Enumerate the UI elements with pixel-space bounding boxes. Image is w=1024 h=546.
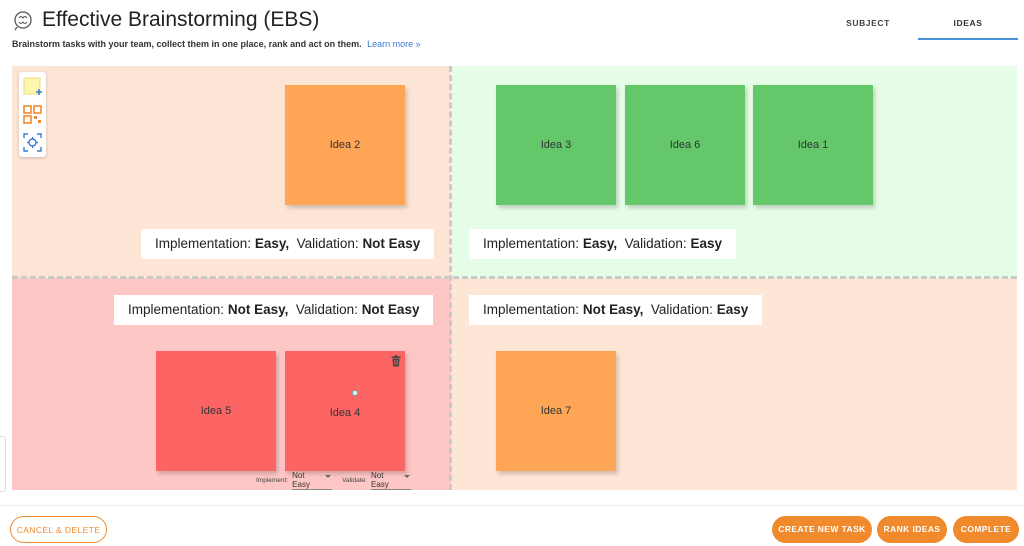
create-new-task-button[interactable]: CREATE NEW TASK xyxy=(772,516,872,543)
header: Effective Brainstorming (EBS) Brainstorm… xyxy=(0,0,1024,60)
validate-label: Validate: xyxy=(342,476,367,484)
footer: CANCEL & DELETE CREATE NEW TASK RANK IDE… xyxy=(0,505,1024,546)
board-toolbar xyxy=(19,72,46,157)
validate-select[interactable]: Not Easy xyxy=(370,471,411,490)
implement-select[interactable]: Not Easy xyxy=(292,471,333,490)
valid-value: Not Easy xyxy=(362,236,421,251)
valid-value: Not Easy xyxy=(361,302,420,317)
page-title: Effective Brainstorming (EBS) xyxy=(42,8,320,31)
impl-value: Not Easy, xyxy=(582,302,644,317)
ideas-board: Idea 2 Idea 3 Idea 6 Idea 1 Implementati… xyxy=(12,66,1017,490)
impl-value: Easy, xyxy=(254,236,290,251)
idea-note[interactable]: Idea 6 xyxy=(625,85,745,205)
valid-label: Validation: xyxy=(624,236,687,251)
valid-label: Validation: xyxy=(650,302,713,317)
learn-more-link[interactable]: Learn more » xyxy=(367,39,421,49)
tab-subject[interactable]: SUBJECT xyxy=(846,18,890,28)
focus-target-icon[interactable] xyxy=(22,132,43,153)
idea-note-selected[interactable]: Idea 4 xyxy=(285,351,405,471)
impl-value: Not Easy, xyxy=(227,302,289,317)
brain-icon xyxy=(12,10,34,32)
sticky-note-add-icon[interactable] xyxy=(22,76,43,97)
valid-value: Easy xyxy=(716,302,749,317)
idea-label: Idea 5 xyxy=(200,405,232,417)
idea-label: Idea 4 xyxy=(329,407,361,419)
impl-label: Implementation: xyxy=(128,302,225,317)
idea-note[interactable]: Idea 5 xyxy=(156,351,276,471)
quadrant-label-top-right: Implementation: Easy, Validation: Easy xyxy=(469,229,736,259)
idea-note[interactable]: Idea 7 xyxy=(496,351,616,471)
page-subtitle: Brainstorm tasks with your team, collect… xyxy=(12,39,421,49)
idea-label: Idea 1 xyxy=(797,139,829,151)
impl-label: Implementation: xyxy=(155,236,252,251)
qr-code-icon[interactable] xyxy=(22,104,43,125)
quadrant-label-bottom-right: Implementation: Not Easy, Validation: Ea… xyxy=(469,295,763,325)
drag-handle[interactable] xyxy=(352,390,358,396)
idea-label: Idea 3 xyxy=(540,139,572,151)
rank-ideas-button[interactable]: RANK IDEAS xyxy=(877,516,947,543)
tab-bar: SUBJECT IDEAS xyxy=(818,10,1018,40)
impl-label: Implementation: xyxy=(483,302,580,317)
idea-note[interactable]: Idea 2 xyxy=(285,85,405,205)
implement-label: Implement: xyxy=(256,476,289,484)
trash-icon[interactable] xyxy=(391,354,401,367)
quadrant-label-bottom-left: Implementation: Not Easy, Validation: No… xyxy=(114,295,434,325)
idea-label: Idea 7 xyxy=(540,405,572,417)
complete-button[interactable]: COMPLETE xyxy=(953,516,1019,543)
valid-label: Validation: xyxy=(296,236,359,251)
valid-label: Validation: xyxy=(295,302,358,317)
impl-label: Implementation: xyxy=(483,236,580,251)
horizontal-divider xyxy=(12,276,1017,279)
idea-note[interactable]: Idea 3 xyxy=(496,85,616,205)
idea-rating-selects: Implement: Not Easy Validate: Not Easy xyxy=(256,471,421,490)
idea-label: Idea 2 xyxy=(329,139,361,151)
side-panel-tab[interactable] xyxy=(0,436,6,492)
subtitle-text: Brainstorm tasks with your team, collect… xyxy=(12,39,362,49)
idea-label: Idea 6 xyxy=(669,139,701,151)
quadrant-label-top-left: Implementation: Easy, Validation: Not Ea… xyxy=(141,229,435,259)
impl-value: Easy, xyxy=(582,236,618,251)
idea-note[interactable]: Idea 1 xyxy=(753,85,873,205)
cancel-delete-button[interactable]: CANCEL & DELETE xyxy=(10,516,107,543)
valid-value: Easy xyxy=(690,236,722,251)
tab-ideas[interactable]: IDEAS xyxy=(918,10,1018,40)
